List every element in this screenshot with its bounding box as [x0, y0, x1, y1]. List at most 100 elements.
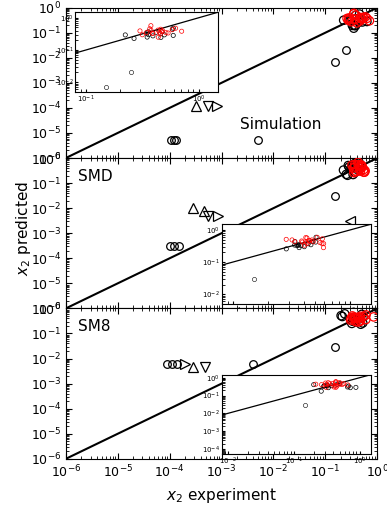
Point	[352, 314, 358, 322]
Point	[351, 168, 357, 176]
Point	[360, 13, 366, 21]
Point	[348, 314, 354, 322]
Point	[352, 314, 358, 322]
Point	[356, 18, 362, 26]
Point	[349, 319, 355, 328]
Point	[345, 161, 351, 169]
Point	[357, 160, 363, 168]
Point	[359, 310, 365, 318]
Point	[360, 319, 366, 327]
Point	[361, 312, 367, 320]
Point	[362, 13, 368, 21]
Point	[351, 15, 358, 23]
Point	[348, 164, 354, 172]
Point	[345, 16, 351, 24]
Point	[357, 17, 363, 25]
Point	[344, 171, 351, 179]
Point	[351, 316, 357, 324]
Point	[352, 159, 358, 167]
Point	[353, 11, 359, 19]
Text: SMD: SMD	[78, 168, 113, 184]
Point	[351, 10, 357, 18]
Point	[355, 16, 361, 24]
Text: Simulation: Simulation	[240, 118, 322, 132]
Point	[341, 16, 347, 24]
Point	[348, 18, 354, 26]
Point	[351, 313, 358, 321]
Point	[346, 163, 352, 171]
Point	[351, 9, 357, 17]
Point	[357, 314, 363, 322]
Point	[350, 170, 356, 178]
Point	[349, 313, 356, 321]
Point	[363, 311, 369, 319]
Point	[350, 164, 356, 172]
Point	[353, 15, 359, 23]
Point	[361, 168, 367, 176]
Point	[346, 14, 352, 22]
Point	[371, 313, 377, 321]
Point	[356, 163, 362, 171]
Point	[353, 11, 359, 19]
Point	[353, 317, 359, 325]
Point	[354, 19, 360, 27]
Point	[349, 21, 355, 29]
Point	[360, 14, 366, 22]
Point	[359, 162, 365, 170]
Point	[359, 162, 365, 170]
Point	[351, 24, 357, 32]
Point	[353, 168, 360, 176]
Point	[348, 17, 354, 25]
Point	[358, 161, 364, 169]
Point	[355, 158, 361, 166]
Point	[357, 165, 363, 173]
Point	[358, 14, 364, 22]
Point	[359, 18, 365, 26]
Point	[358, 320, 364, 328]
Point	[349, 162, 355, 170]
Point	[349, 161, 355, 169]
Point	[363, 315, 369, 323]
Point	[357, 167, 363, 175]
Point	[343, 170, 349, 178]
Point	[351, 21, 358, 29]
Point	[364, 14, 370, 22]
Point	[350, 314, 356, 322]
Point	[355, 313, 361, 321]
Point	[353, 317, 359, 325]
Point	[353, 15, 359, 23]
Point	[356, 10, 363, 18]
Point	[353, 318, 359, 326]
Point	[360, 313, 366, 321]
Point	[366, 17, 373, 25]
X-axis label: $x_2$ experiment: $x_2$ experiment	[166, 486, 277, 505]
Point	[344, 14, 350, 22]
Text: $x_2$ predicted: $x_2$ predicted	[14, 180, 33, 276]
Point	[354, 165, 360, 173]
Point	[359, 163, 365, 171]
Point	[352, 168, 358, 176]
Text: SM8: SM8	[78, 319, 111, 334]
Point	[355, 314, 361, 322]
Point	[361, 168, 368, 176]
Point	[357, 317, 363, 325]
Point	[342, 310, 348, 318]
Point	[341, 166, 347, 174]
Point	[349, 317, 356, 325]
Point	[347, 16, 353, 24]
Point	[351, 163, 358, 171]
Point	[361, 165, 367, 173]
Point	[352, 316, 358, 324]
Point	[346, 15, 352, 23]
Point	[351, 161, 358, 169]
Point	[353, 22, 359, 30]
Point	[358, 163, 365, 171]
Point	[358, 14, 364, 22]
Point	[350, 162, 356, 170]
Point	[358, 312, 364, 320]
Point	[352, 167, 358, 175]
Point	[355, 161, 361, 169]
Point	[357, 317, 363, 325]
Point	[349, 312, 355, 320]
Point	[348, 316, 354, 324]
